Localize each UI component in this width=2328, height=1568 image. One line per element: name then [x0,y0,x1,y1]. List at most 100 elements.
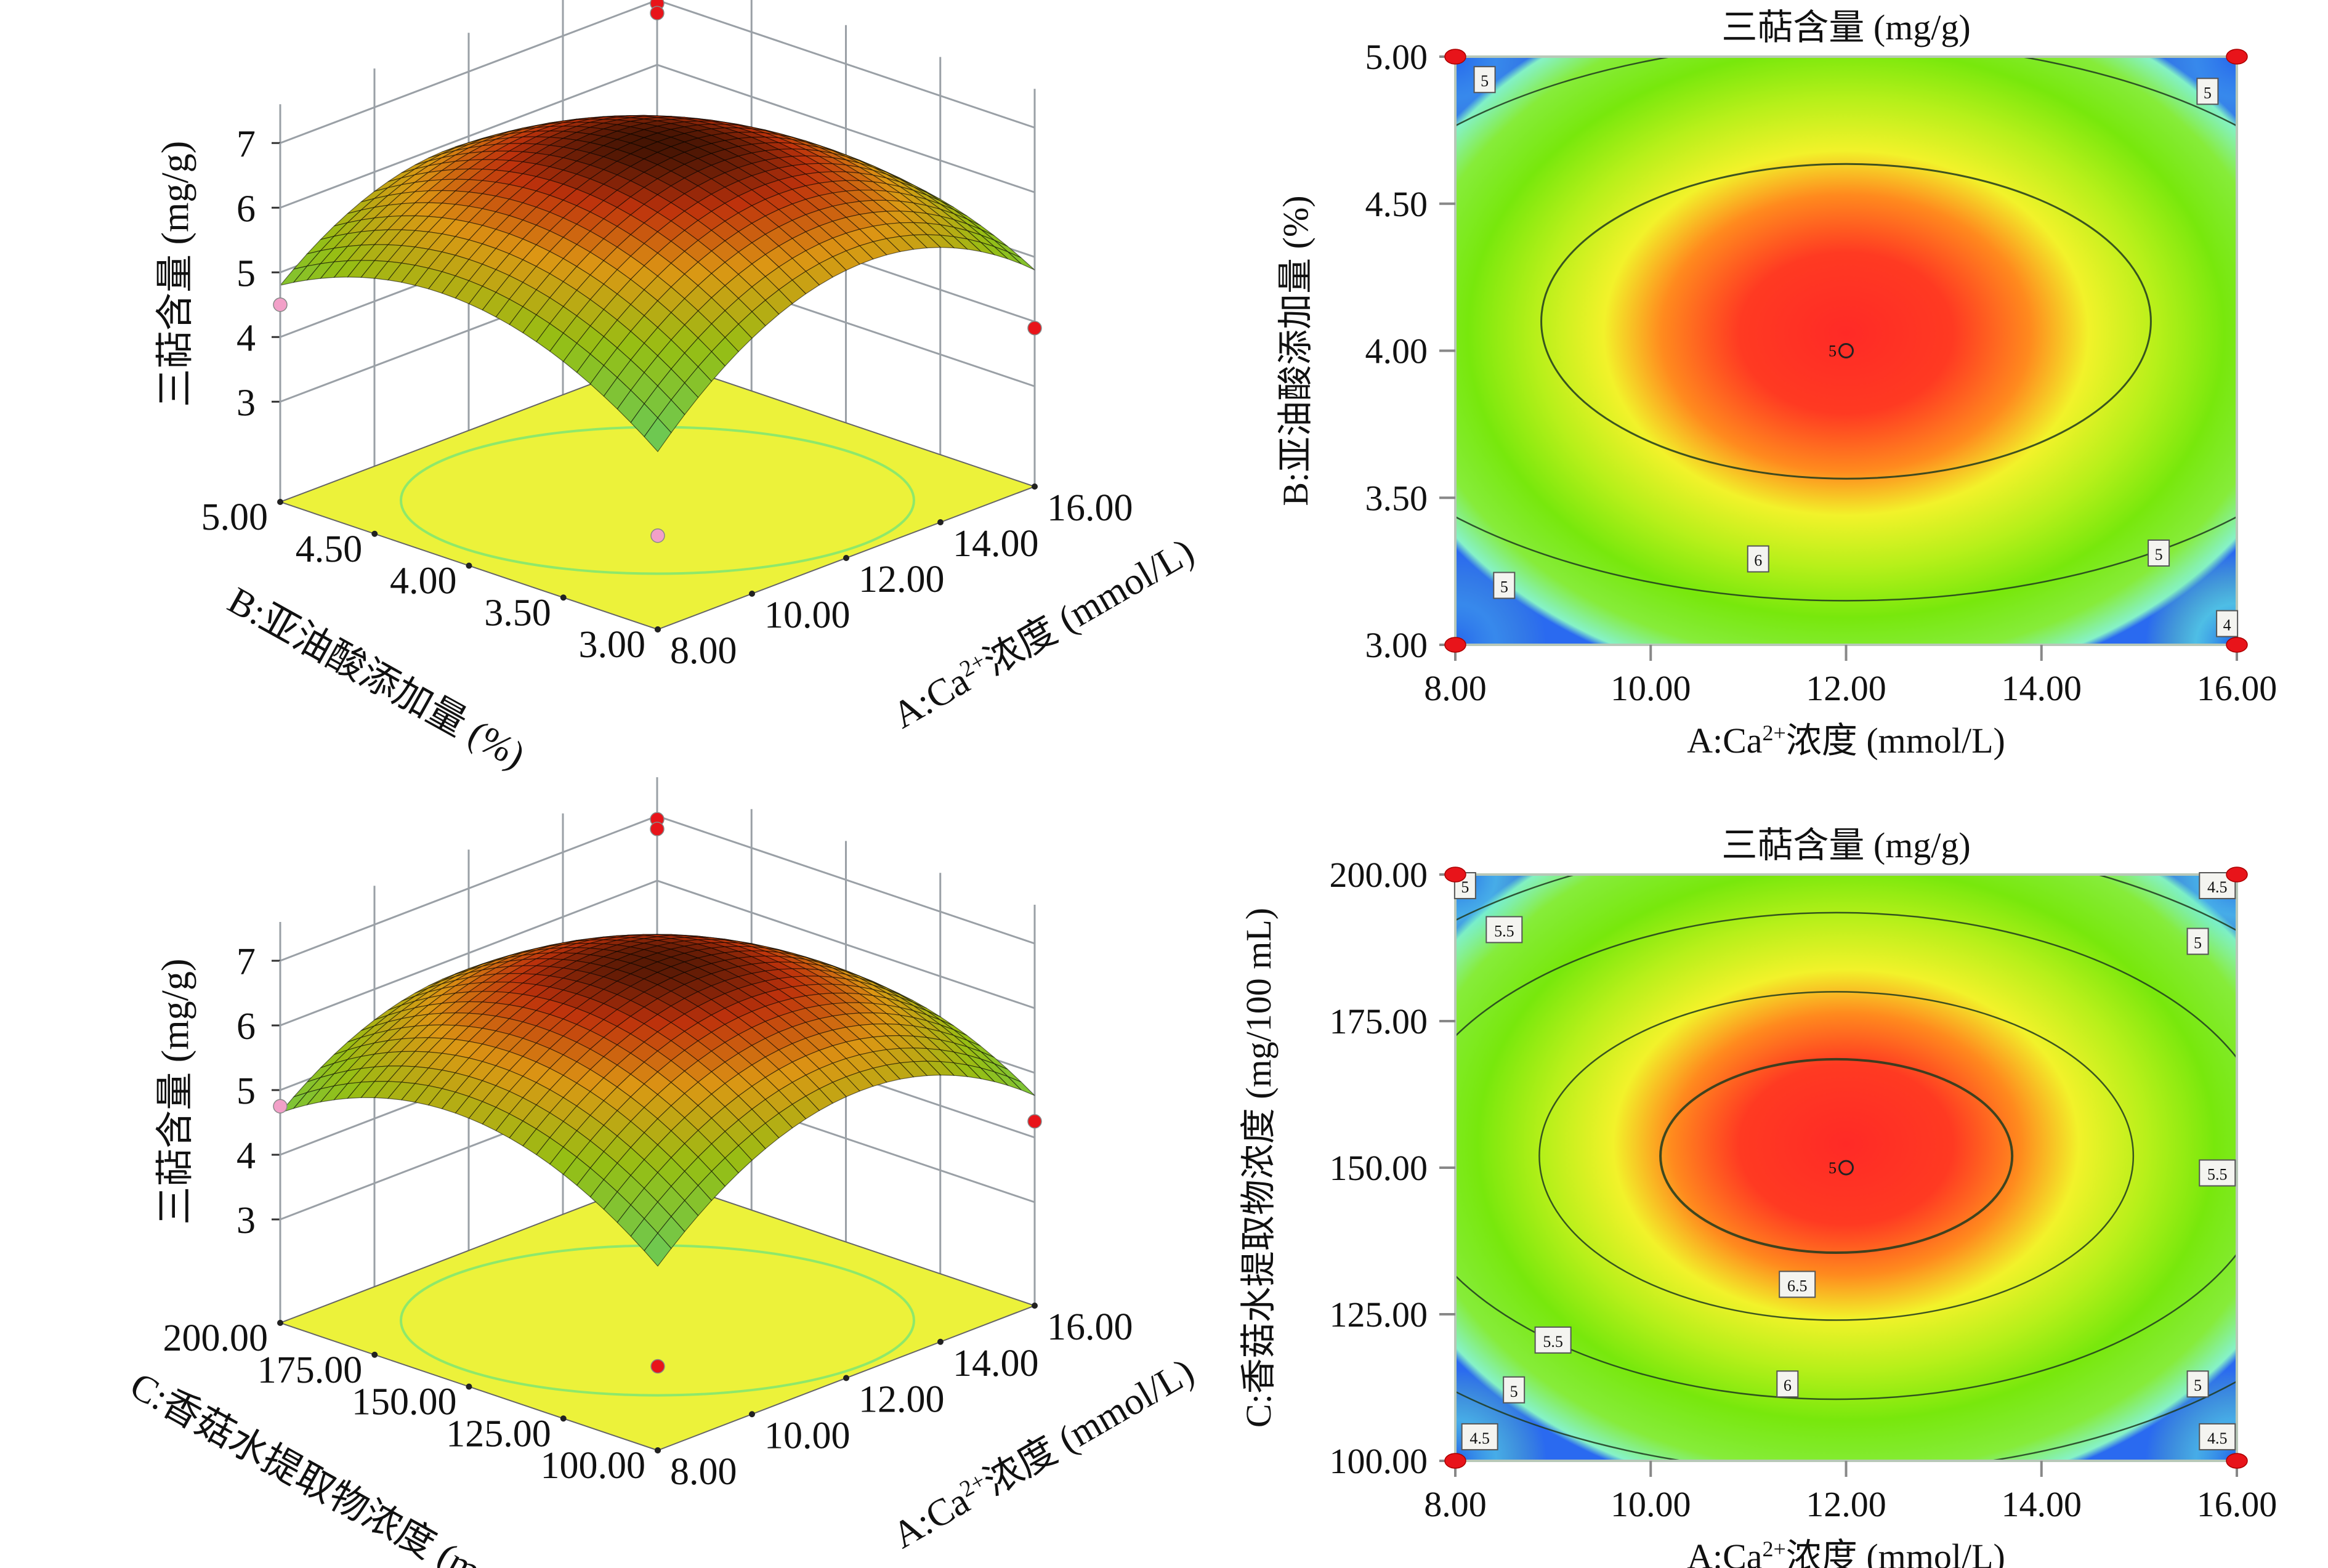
y-tick-label: 175.00 [1330,1001,1428,1041]
surface-plot-AB: 3 4 5 6 7 三萜含量 (mg/g) 8.00 10.0012.0014.0016.00… [155,0,1201,777]
z-axis-label: 三萜含量 (mg/g) [155,959,196,1225]
corner-tint [1455,57,1547,148]
b-tick-mark [655,1447,661,1453]
chart-title: 三萜含量 (mg/g) [1721,7,1970,47]
b-tick-label: 4.00 [390,560,457,602]
surface-cell [1007,251,1035,270]
design-point [1444,1453,1466,1469]
x-tick-label: 12.00 [1806,1484,1886,1524]
x-tick-label: 14.00 [2002,1484,2082,1524]
contour-label-text: 5.5 [2207,1166,2228,1184]
x-tick-label: 16.00 [2197,668,2277,708]
contour-label-text: 5 [1510,1383,1518,1400]
a-tick-mark [1032,1303,1038,1309]
response-surface [279,934,1035,1267]
y-axis-label: C:香菇水提取物浓度 (mg/100 mL) [1239,908,1279,1428]
contour-label-text: 6 [1754,552,1762,570]
contour-label-box [2199,1423,2236,1450]
contour-label-box [1461,1423,1498,1450]
contour-label-box [1493,572,1516,599]
y-tick-label: 4.00 [1365,331,1428,371]
a-tick-label: 16.00 [1047,487,1133,529]
surface-cell [644,417,672,453]
design-point [650,528,665,543]
x-axis-label-rest: 浓度 (mmol/L) [1786,721,2005,761]
design-point [1027,1114,1042,1129]
b-tick-label: 150.00 [352,1381,457,1423]
a-tick-mark [937,519,944,525]
b-tick-mark [371,1351,378,1358]
z-axis: 3 4 5 6 7 三萜含量 (mg/g) [155,941,281,1242]
z-tick-label: 7 [236,123,256,165]
corner-tint [1455,553,1547,645]
a-tick-label: 12.00 [859,559,945,600]
z-tick-label: 3 [236,382,256,424]
contour-label: 5 [1473,66,1496,94]
corner-tint [2145,57,2237,148]
b-tick-mark [466,562,472,569]
contour-label-text: 5.5 [1543,1333,1563,1351]
contour-label-box [1747,545,1769,573]
heatmap-field [1455,57,2237,645]
contour-label-box [1534,1326,1572,1354]
contour-label: 5 [2196,78,2219,105]
contour-label-text: 6 [1784,1376,1792,1394]
y-tick-label: 125.00 [1330,1295,1428,1335]
wall-gridline [280,63,1035,209]
center-point-marker [1838,343,1854,358]
contour-label: 4.5 [1461,1423,1498,1450]
a-tick-label: 8.00 [670,1451,737,1493]
design-point [650,6,665,20]
y-tick-label: 3.50 [1365,478,1428,518]
z-axis-label: 三萜含量 (mg/g) [155,141,196,407]
contour-label-text: 5 [1481,72,1489,90]
a-tick-label: 16.00 [1047,1306,1133,1348]
z-tick-label: 6 [236,1006,256,1048]
contour-label-text: 4.5 [2207,1429,2228,1447]
x-tick-label: 16.00 [2197,1484,2277,1524]
design-point [2226,49,2248,65]
b-tick-label: 4.50 [296,528,363,570]
contour-line [1455,911,2237,1400]
center-point-marker [1838,1160,1854,1176]
b-tick-label: 200.00 [163,1317,269,1359]
a-tick-mark [749,1411,755,1418]
center-point: 5 [1829,342,1854,360]
contour-label-text: 6.5 [1787,1277,1808,1295]
contour-label-text: 5 [2194,1376,2202,1394]
b-tick-mark [466,1383,472,1390]
b-tick-label: 125.00 [446,1413,551,1455]
contour-label-text: 4 [2223,616,2231,634]
center-point-label: 5 [1829,1159,1837,1177]
axis-ticks: 8.00 10.00 12.00 14.00 16.00 3.00 3.50 4.00 4.50… [1365,37,2277,708]
design-point [2226,637,2248,653]
contour-label-box [2186,927,2209,955]
design-point [650,822,665,836]
surface-cell [644,1232,672,1267]
y-tick-label: 5.00 [1365,37,1428,77]
x-axis-label-rest: 浓度 (mmol/L) [1786,1537,2005,1568]
contour-label-box [1503,1376,1526,1404]
z-tick-label: 6 [236,188,256,230]
contour-label: 5 [1503,1376,1526,1404]
wall-gridline [280,879,1035,1027]
contour-label: 4.5 [2199,1423,2236,1450]
x-axis-label: A:Ca2+浓度 (mmol/L) [1687,1537,2005,1568]
z-tick-label: 4 [236,317,256,359]
contour-label: 5 [2148,539,2170,567]
a-tick-label: 12.00 [859,1379,945,1421]
b-tick-label: 100.00 [541,1445,646,1487]
a-tick-label: 10.00 [764,1415,851,1457]
b-tick-label: 3.00 [579,624,646,666]
center-point-label: 5 [1829,342,1837,360]
a-tick-label: 14.00 [953,1343,1039,1384]
a-tick-mark [843,555,849,561]
design-point [1444,637,1466,653]
x-axis-label: A:Ca2+浓度 (mmol/L) [1687,721,2005,761]
contour-label-text: 5.5 [1494,922,1514,940]
y-tick-label: 150.00 [1330,1148,1428,1188]
design-point [1444,49,1466,65]
x-tick-label: 8.00 [1424,1484,1487,1524]
b-tick-mark [560,594,567,601]
